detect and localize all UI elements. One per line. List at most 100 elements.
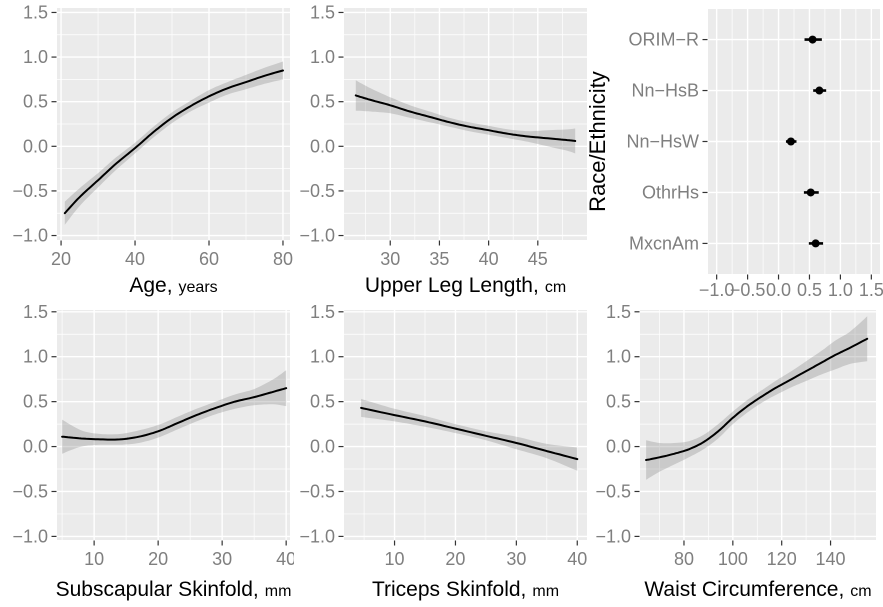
x-axis-title-main: Subscapular Skinfold,	[56, 578, 259, 601]
x-axis-title-main: Age,	[129, 274, 172, 297]
x-tick-label: 30	[380, 249, 400, 269]
x-tick-label: 20	[148, 549, 168, 569]
y-tick-label: 0.5	[23, 92, 48, 112]
x-axis-title: Subscapular Skinfold, mm	[56, 578, 292, 601]
plot-area	[344, 310, 587, 540]
x-axis-title-unit: mm	[265, 583, 292, 600]
y-tick-label: −1.0	[595, 526, 631, 546]
y-tick-label: 1.5	[310, 2, 335, 22]
panel-upper-leg-length: −1.0 −0.5 0.0 0.5 1.0 1.5 30 35 40 45 Upper Leg Le…	[294, 0, 589, 305]
x-tick-label: 40	[567, 549, 587, 569]
x-tick-label: 1.0	[828, 280, 853, 300]
x-tick-label: −1.0	[699, 280, 735, 300]
y-tick-label: −0.5	[595, 481, 631, 501]
estimate-dot	[811, 239, 820, 248]
smooth-line	[645, 337, 869, 461]
y-tick-label: −0.5	[12, 481, 48, 501]
category-label: MxcnAm	[629, 233, 699, 253]
panel-subscapular-skinfold: −1.0 −0.5 0.0 0.5 1.0 1.5 10 20 30 40 Subscapular …	[0, 300, 296, 607]
x-tick-label: 40	[276, 549, 294, 569]
estimate-dot	[806, 188, 815, 197]
x-tick-label: 30	[506, 549, 526, 569]
confidence-ribbon	[62, 370, 287, 454]
x-axis-title: Triceps Skinfold, mm	[372, 578, 559, 601]
x-tick-label: 10	[385, 549, 405, 569]
y-tick-label: 0.0	[23, 136, 48, 156]
panel-svg-triceps-skinfold: −1.0 −0.5 0.0 0.5 1.0 1.5 10 20 30 40 Triceps Skin…	[299, 302, 587, 601]
smooth-line	[61, 387, 288, 441]
x-axis-title-main: Waist Circumference,	[644, 578, 844, 601]
category-label: OthrHs	[642, 182, 699, 202]
y-tick-label: 0.0	[310, 136, 335, 156]
x-tick-label: 60	[199, 249, 219, 269]
x-tick-label: 120	[767, 549, 797, 569]
y-tick-label: 1.5	[606, 302, 631, 322]
smooth-line	[360, 406, 579, 461]
x-axis-title-unit: mm	[532, 583, 559, 600]
estimate-dot	[815, 86, 824, 95]
x-tick-label: 45	[528, 249, 548, 269]
y-tick-label: −1.0	[299, 226, 335, 246]
y-tick-label: 1.5	[310, 302, 335, 322]
y-axis-title: Race/Ethnicity	[589, 71, 610, 212]
panel-age: −1.0 −0.5 0.0 0.5 1.0 1.5 20 40 60 80 Age, years	[0, 0, 294, 305]
x-tick-label: 1.5	[859, 280, 883, 300]
category-label: Nn−HsB	[631, 81, 699, 101]
x-axis-title: Waist Circumference, cm	[644, 578, 871, 601]
plot-area	[640, 310, 876, 540]
x-axis-title: Age, years	[129, 274, 217, 297]
y-tick-label: 1.0	[606, 347, 631, 367]
x-tick-label: 20	[445, 549, 465, 569]
category-label: ORIM−R	[628, 30, 699, 50]
smooth-line	[63, 69, 284, 215]
y-tick-label: 0.5	[23, 392, 48, 412]
y-tick-label: −0.5	[12, 181, 48, 201]
x-tick-label: 0.5	[797, 280, 822, 300]
y-tick-label: 0.0	[23, 437, 48, 457]
y-tick-label: −0.5	[299, 481, 335, 501]
panel-waist-circumference: −1.0 −0.5 0.0 0.5 1.0 1.5 80 100 120 140 Waist Cir…	[589, 300, 883, 607]
x-axis-title-main: Triceps Skinfold,	[372, 578, 526, 601]
x-tick-label: 100	[718, 549, 748, 569]
x-tick-label: 80	[273, 249, 293, 269]
y-tick-label: 1.0	[23, 347, 48, 367]
y-tick-label: −1.0	[12, 226, 48, 246]
panel-svg-waist-circumference: −1.0 −0.5 0.0 0.5 1.0 1.5 80 100 120 140 Waist Cir…	[595, 302, 876, 601]
x-axis-title: Upper Leg Length, cm	[365, 274, 566, 297]
panel-svg-race-ethnicity: ORIM−R Nn−HsB Nn−HsW OthrHs MxcnAm −1.0−0.5 0.…	[585, 9, 883, 300]
x-tick-label: 30	[212, 549, 232, 569]
x-tick-label: 20	[51, 249, 71, 269]
y-tick-label: 1.0	[310, 47, 335, 67]
y-tick-label: 0.0	[310, 437, 335, 457]
confidence-ribbon	[646, 316, 868, 480]
x-axis-title-unit: cm	[545, 279, 566, 296]
y-tick-label: 1.5	[23, 2, 48, 22]
y-tick-label: 0.5	[310, 392, 335, 412]
y-tick-label: 0.0	[606, 437, 631, 457]
y-tick-label: 1.0	[23, 47, 48, 67]
y-tick-label: −1.0	[12, 526, 48, 546]
y-tick-label: −0.5	[299, 181, 335, 201]
x-tick-label: −0.5	[730, 280, 766, 300]
y-tick-label: 0.5	[606, 392, 631, 412]
x-axis-title-main: Upper Leg Length,	[365, 274, 539, 297]
x-axis-title-unit: cm	[850, 583, 871, 600]
x-tick-label: 140	[816, 549, 846, 569]
x-axis-title-unit: years	[179, 279, 218, 296]
estimate-dot	[808, 35, 817, 44]
category-label: Nn−HsW	[626, 132, 699, 152]
y-tick-label: 1.5	[23, 302, 48, 322]
panel-svg-upper-leg-length: −1.0 −0.5 0.0 0.5 1.0 1.5 30 35 40 45 Upper Leg Le…	[299, 2, 587, 297]
y-tick-label: 1.0	[310, 347, 335, 367]
confidence-ribbon	[361, 398, 578, 471]
smooth-line	[354, 94, 577, 142]
y-tick-label: −1.0	[299, 526, 335, 546]
x-tick-label: 40	[479, 249, 499, 269]
x-tick-label: 35	[429, 249, 449, 269]
estimate-dot	[786, 137, 795, 146]
x-tick-label: 80	[674, 549, 694, 569]
x-tick-label: 10	[84, 549, 104, 569]
panel-svg-subscapular-skinfold: −1.0 −0.5 0.0 0.5 1.0 1.5 10 20 30 40 Subscapular …	[12, 302, 296, 601]
panel-svg-age: −1.0 −0.5 0.0 0.5 1.0 1.5 20 40 60 80 Age, years	[12, 2, 293, 297]
